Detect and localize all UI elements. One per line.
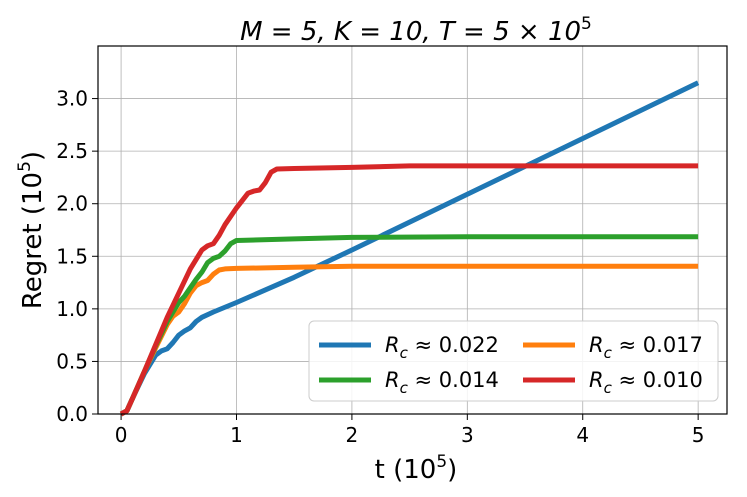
y-axis: 0.0 0.5 1.0 1.5 2.0 2.5 3.0 [56,87,98,426]
y-tick-label: 0.0 [56,402,88,426]
series-layer [119,80,700,417]
legend-label-1: Rc ≈ 0.022 [385,333,499,362]
y-tick-label: 2.5 [56,139,88,163]
y-tick-label: 2.0 [56,192,88,216]
y-axis-label: Regret (105) [15,151,48,309]
gridlines [98,46,727,415]
legend: Rc ≈ 0.022 Rc ≈ 0.017 Rc ≈ 0.014 Rc ≈ 0.010 [308,320,719,402]
legend-label-3: Rc ≈ 0.014 [385,368,499,397]
series-line-4 [119,163,699,417]
x-tick-label: 5 [692,423,705,447]
y-tick-label: 3.0 [56,87,88,111]
x-tick-label: 1 [230,423,243,447]
x-axis-label: t (105) [375,452,458,485]
x-tick-label: 4 [576,423,589,447]
chart-title: M = 5, K = 10, T = 5 × 105 [240,14,592,47]
x-tick-label: 2 [346,423,359,447]
legend-label-4: Rc ≈ 0.010 [589,368,703,397]
y-tick-label: 0.5 [56,349,88,373]
x-tick-label: 0 [115,423,128,447]
y-tick-label: 1.0 [56,297,88,321]
plot-frame [97,45,728,415]
legend-label-2: Rc ≈ 0.017 [589,333,703,362]
legend-box [308,320,719,402]
y-tick-label: 1.5 [56,244,88,268]
x-tick-label: 3 [461,423,474,447]
x-axis: 0 1 2 3 4 5 [115,414,705,447]
